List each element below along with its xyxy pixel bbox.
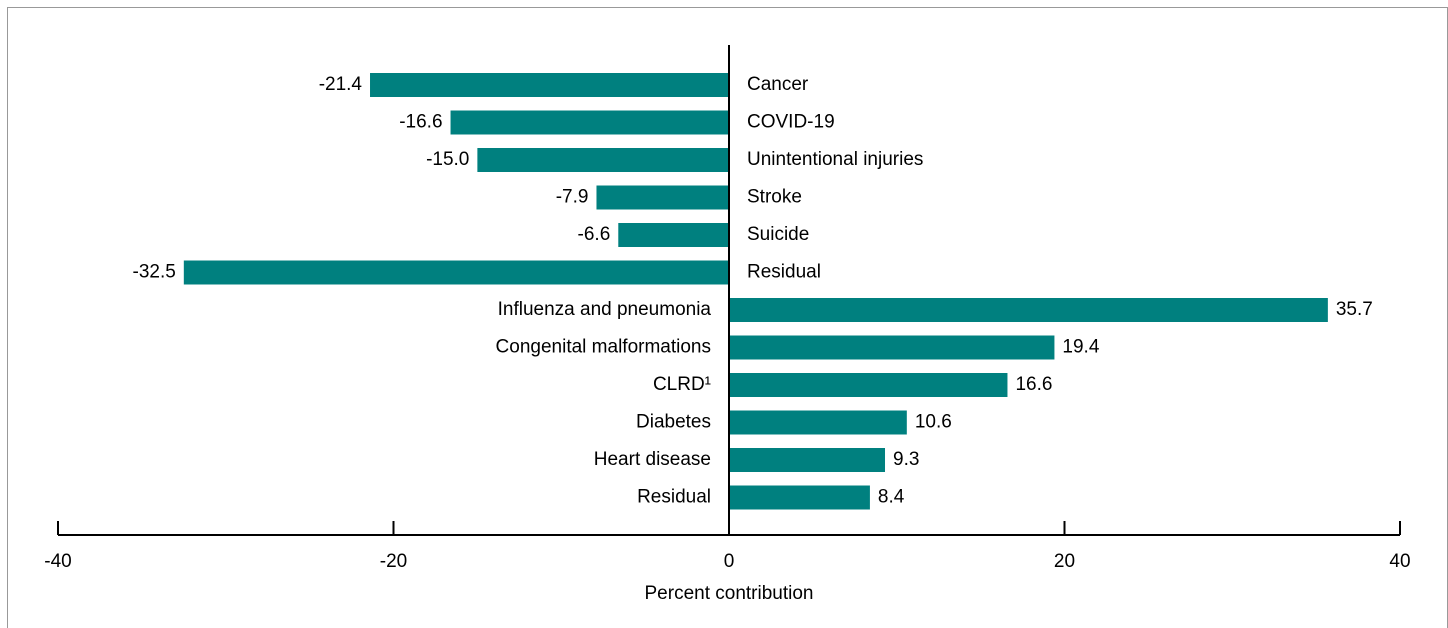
category-label: COVID-19 bbox=[747, 112, 835, 133]
bar bbox=[729, 335, 1055, 360]
bar bbox=[729, 485, 870, 510]
category-label: Stroke bbox=[747, 187, 802, 208]
category-label: Heart disease bbox=[594, 449, 711, 470]
value-label: -21.4 bbox=[319, 74, 363, 95]
bar bbox=[729, 373, 1008, 397]
x-tick-label: 40 bbox=[1389, 551, 1410, 572]
x-tick-label: -20 bbox=[380, 551, 407, 572]
bar bbox=[729, 298, 1328, 322]
bar bbox=[596, 185, 729, 210]
bar bbox=[183, 260, 729, 285]
category-label: Residual bbox=[747, 262, 821, 283]
x-tick-label: -40 bbox=[44, 551, 71, 572]
category-label: Diabetes bbox=[636, 412, 711, 433]
value-label: 19.4 bbox=[1062, 337, 1099, 358]
value-label: -6.6 bbox=[578, 224, 611, 245]
category-label: Unintentional injuries bbox=[747, 149, 923, 170]
category-label: Residual bbox=[637, 487, 711, 508]
category-label: Influenza and pneumonia bbox=[498, 299, 712, 320]
bar bbox=[729, 448, 886, 472]
x-tick-label: 20 bbox=[1054, 551, 1075, 572]
value-label: 10.6 bbox=[915, 412, 952, 433]
value-label: 8.4 bbox=[878, 487, 905, 508]
bar bbox=[450, 110, 729, 135]
value-label: -15.0 bbox=[426, 149, 469, 170]
value-label: -16.6 bbox=[399, 112, 442, 133]
value-label: -7.9 bbox=[556, 187, 589, 208]
bar bbox=[477, 148, 729, 172]
value-label: 35.7 bbox=[1336, 299, 1373, 320]
category-label: Cancer bbox=[747, 74, 809, 95]
category-label: Congenital malformations bbox=[496, 337, 711, 358]
bar bbox=[370, 73, 729, 97]
category-label: CLRD¹ bbox=[653, 374, 711, 395]
x-tick-label: 0 bbox=[724, 551, 735, 572]
bar bbox=[729, 410, 907, 435]
category-label: Suicide bbox=[747, 224, 809, 245]
bar bbox=[618, 223, 729, 247]
x-axis-title: Percent contribution bbox=[645, 583, 814, 604]
value-label: 16.6 bbox=[1015, 374, 1052, 395]
value-label: -32.5 bbox=[133, 262, 176, 283]
value-label: 9.3 bbox=[893, 449, 919, 470]
